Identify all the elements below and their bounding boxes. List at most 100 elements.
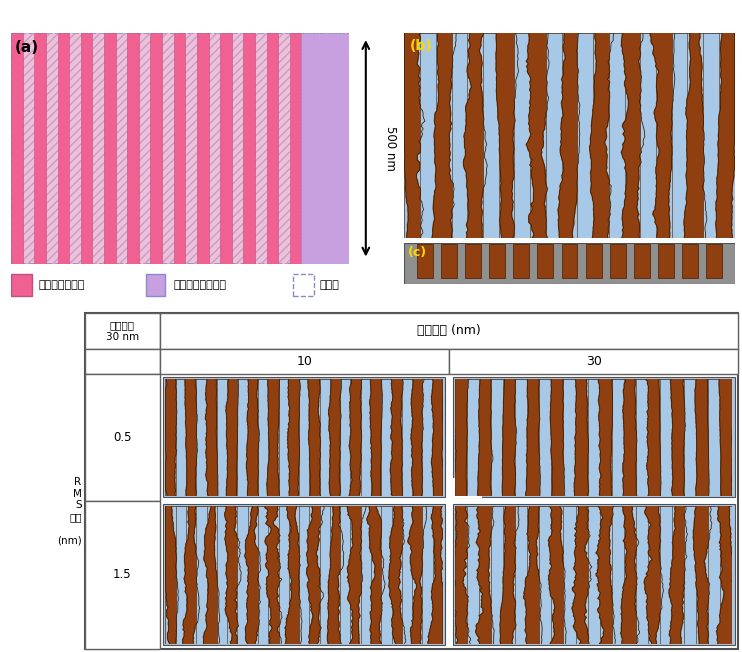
- Polygon shape: [502, 379, 516, 496]
- Text: (d): (d): [455, 481, 479, 496]
- Polygon shape: [574, 379, 589, 496]
- Bar: [163, 504, 445, 645]
- Bar: [243, 33, 255, 264]
- Bar: [85, 313, 738, 649]
- Text: 500 nm: 500 nm: [384, 126, 397, 171]
- Bar: [660, 379, 672, 496]
- Bar: [361, 379, 371, 496]
- Polygon shape: [327, 506, 344, 644]
- Text: 没有线边缘粗糙度: 没有线边缘粗糙度: [173, 280, 226, 290]
- Polygon shape: [551, 379, 565, 496]
- Bar: [197, 379, 206, 496]
- Bar: [340, 379, 350, 496]
- Polygon shape: [620, 506, 640, 644]
- Text: (c): (c): [407, 246, 427, 259]
- Polygon shape: [183, 506, 200, 644]
- Bar: [85, 313, 160, 349]
- Bar: [539, 379, 551, 496]
- Bar: [546, 33, 562, 238]
- Bar: [293, 274, 314, 296]
- Bar: [515, 379, 528, 496]
- Bar: [301, 33, 349, 264]
- Polygon shape: [644, 506, 663, 644]
- Bar: [258, 379, 269, 496]
- Bar: [85, 349, 160, 374]
- Bar: [128, 33, 139, 264]
- Polygon shape: [389, 506, 406, 644]
- Bar: [563, 506, 576, 644]
- Polygon shape: [526, 33, 549, 238]
- Polygon shape: [347, 506, 366, 644]
- Bar: [422, 506, 433, 644]
- Bar: [217, 506, 227, 644]
- Bar: [537, 244, 554, 278]
- Polygon shape: [524, 506, 542, 644]
- Text: 有线边缘粗糙度: 有线边缘粗糙度: [38, 280, 85, 290]
- Polygon shape: [621, 33, 645, 238]
- Bar: [608, 33, 625, 238]
- Polygon shape: [671, 379, 686, 496]
- Bar: [453, 377, 735, 497]
- Bar: [588, 379, 600, 496]
- Bar: [682, 244, 698, 278]
- Polygon shape: [267, 379, 280, 496]
- Bar: [278, 379, 289, 496]
- Polygon shape: [623, 379, 637, 496]
- Bar: [708, 506, 720, 644]
- Polygon shape: [455, 506, 470, 644]
- Bar: [290, 33, 301, 264]
- Bar: [402, 379, 412, 496]
- Text: 模拟域: 模拟域: [320, 280, 340, 290]
- Polygon shape: [206, 379, 218, 496]
- Polygon shape: [431, 379, 443, 496]
- Bar: [81, 33, 93, 264]
- Polygon shape: [646, 379, 661, 496]
- Bar: [160, 349, 449, 374]
- Text: R
M
S
振幅

(nm): R M S 振幅 (nm): [57, 477, 82, 545]
- Bar: [237, 506, 248, 644]
- Text: 关键尺寸
30 nm: 关键尺寸 30 nm: [106, 320, 139, 342]
- Bar: [220, 33, 232, 264]
- Polygon shape: [349, 379, 362, 496]
- Bar: [278, 506, 289, 644]
- Bar: [163, 377, 445, 497]
- Polygon shape: [476, 506, 494, 644]
- Bar: [381, 506, 392, 644]
- Polygon shape: [265, 506, 282, 644]
- Bar: [320, 506, 330, 644]
- Polygon shape: [455, 379, 469, 496]
- Bar: [422, 379, 433, 496]
- Polygon shape: [408, 506, 427, 644]
- Polygon shape: [225, 506, 241, 644]
- Bar: [197, 506, 206, 644]
- Bar: [577, 33, 593, 238]
- Bar: [467, 506, 479, 644]
- Polygon shape: [245, 506, 260, 644]
- Polygon shape: [548, 506, 566, 644]
- Text: 10: 10: [296, 355, 312, 368]
- Polygon shape: [650, 33, 675, 238]
- Bar: [585, 244, 602, 278]
- Polygon shape: [411, 379, 424, 496]
- Bar: [146, 274, 165, 296]
- Polygon shape: [390, 379, 403, 496]
- Polygon shape: [719, 379, 732, 496]
- Bar: [151, 33, 162, 264]
- Polygon shape: [329, 379, 341, 496]
- Text: 相关长度 (nm): 相关长度 (nm): [417, 325, 481, 337]
- Text: 0.5: 0.5: [114, 431, 131, 443]
- Bar: [58, 33, 69, 264]
- Bar: [104, 33, 116, 264]
- Polygon shape: [596, 506, 615, 644]
- Polygon shape: [717, 506, 732, 644]
- Bar: [417, 244, 433, 278]
- Text: (b): (b): [410, 38, 432, 53]
- Bar: [217, 379, 227, 496]
- Bar: [562, 244, 577, 278]
- Polygon shape: [370, 379, 382, 496]
- Bar: [611, 379, 624, 496]
- Polygon shape: [684, 33, 707, 238]
- Polygon shape: [404, 33, 425, 238]
- Bar: [361, 506, 371, 644]
- Bar: [513, 244, 529, 278]
